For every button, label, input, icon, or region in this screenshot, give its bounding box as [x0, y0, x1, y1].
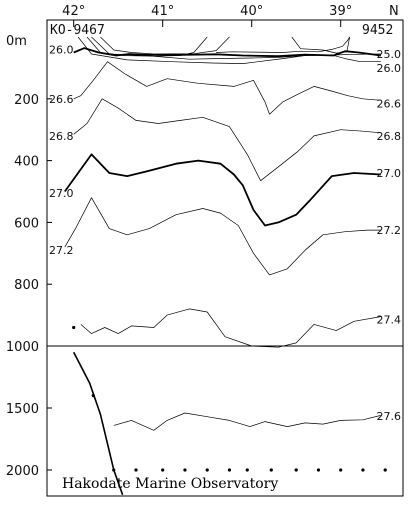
x-axis-ticks: 42° 41° 40° 39° — [62, 4, 352, 27]
contour-label: 27.0 — [49, 187, 74, 200]
isopycnal-line — [113, 412, 381, 431]
contour-label: 26.0 — [49, 43, 74, 56]
x-tick-label: 42° — [62, 4, 85, 19]
station-dot — [134, 468, 138, 472]
contour-label: 27.2 — [49, 244, 74, 257]
station-dot — [72, 325, 76, 330]
bottom-outline — [72, 351, 124, 496]
station-dot — [227, 468, 232, 472]
station-dot — [183, 468, 187, 472]
contour-label: 27.0 — [377, 167, 402, 180]
station-label-right: 9452 — [362, 23, 393, 38]
contour-label: 26.6 — [377, 97, 402, 110]
station-dot — [161, 468, 165, 472]
y-tick-label: 2000 — [6, 464, 39, 479]
station-dot — [339, 468, 343, 472]
y-axis-unit-label: 0m — [6, 34, 27, 49]
station-dot — [91, 394, 95, 398]
station-dot — [294, 468, 298, 472]
x-tick-label: 40° — [240, 4, 263, 19]
station-markers — [72, 325, 387, 472]
isopycnal-line — [73, 61, 381, 115]
x-tick-label: 41° — [151, 4, 174, 19]
isopycnal-line — [216, 36, 350, 53]
isopycnal-line — [100, 36, 230, 55]
isopycnal-line — [64, 153, 381, 227]
y-tick-label: 1000 — [6, 340, 39, 355]
isopycnal-line — [73, 98, 381, 182]
y-tick-label: 1500 — [6, 402, 39, 417]
station-dot — [245, 468, 249, 472]
contour-label: 26.6 — [49, 93, 74, 106]
contour-label: 27.6 — [377, 410, 402, 423]
contour-label: 26.8 — [377, 130, 402, 143]
isopycnal-line — [80, 308, 381, 348]
plot-frame — [46, 19, 404, 497]
isopycnal-line — [291, 36, 350, 54]
station-dot — [205, 468, 209, 472]
contour-label: 25.0 — [377, 48, 402, 61]
station-dot — [316, 468, 321, 472]
contour-label: 26.8 — [49, 130, 74, 143]
y-axis-ticks: 200 400 600 800 1000 1500 2000 — [6, 93, 52, 479]
x-axis-end-label: N — [389, 4, 399, 19]
footnote: Hakodate Marine Observatory — [62, 476, 278, 492]
station-dot — [112, 468, 116, 472]
seafloor-line — [72, 351, 124, 496]
x-tick-label: 39° — [329, 4, 352, 19]
isopycnal-line — [73, 47, 381, 58]
contour-labels: 26.026.626.827.027.225.026.026.626.827.0… — [49, 43, 401, 423]
station-dot — [269, 468, 273, 472]
y-tick-label: 800 — [14, 278, 39, 293]
y-tick-label: 200 — [14, 93, 39, 108]
y-tick-label: 400 — [14, 155, 39, 170]
station-label-left: KO-9467 — [50, 23, 105, 38]
isopycnal-line — [64, 197, 381, 276]
contour-label: 27.2 — [377, 224, 402, 237]
contour-label: 26.0 — [377, 62, 402, 75]
station-dot — [383, 468, 387, 472]
isopycnal-lines — [64, 36, 381, 431]
station-dot — [361, 468, 365, 472]
isopycnal-line — [77, 36, 381, 64]
y-tick-label: 600 — [14, 216, 39, 231]
contour-label: 27.4 — [377, 314, 402, 327]
